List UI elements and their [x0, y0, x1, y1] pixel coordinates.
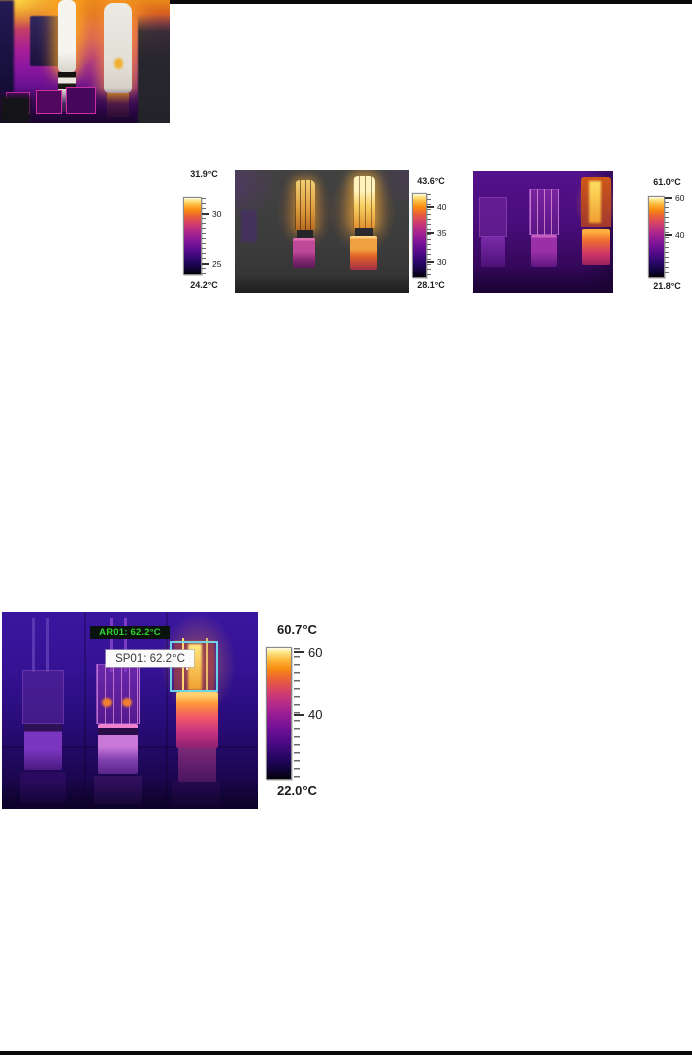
colorbar-1: 31.9°C 30 25 24.2°C — [179, 169, 229, 293]
tick-label: 60 — [308, 644, 323, 660]
lamp-cylinder — [582, 229, 610, 265]
scale-min-label: 24.2°C — [190, 280, 218, 290]
fixture-box — [36, 90, 62, 114]
tick-label: 35 — [437, 227, 447, 238]
fixture-box — [66, 87, 96, 114]
bulb-highlight — [295, 180, 315, 230]
lamp-cage — [479, 197, 507, 237]
fixture-silhouette — [241, 210, 257, 242]
colorbar-4: 60.7°C 60 40 22.0°C — [264, 622, 330, 800]
colorbar-3: 61.0°C 60 40 21.8°C — [643, 177, 691, 293]
bulb-highlight — [104, 3, 132, 93]
lamp-cylinder — [98, 724, 138, 774]
support-rod — [46, 618, 49, 672]
hot-spot — [122, 698, 132, 707]
lamp-cage — [22, 670, 64, 724]
scale-max-label: 61.0°C — [653, 177, 681, 187]
lamp-cage — [529, 189, 559, 235]
minor-ticks — [665, 197, 669, 277]
page-top-rule — [0, 0, 692, 4]
bulb-highlight — [58, 0, 76, 72]
thermal-image-1 — [0, 0, 170, 123]
scale-min-label: 21.8°C — [653, 281, 681, 291]
fixture-silhouette — [30, 16, 62, 66]
color-scale-gradient — [266, 647, 292, 780]
support-rod — [110, 618, 113, 672]
lamp-cylinder — [293, 238, 315, 268]
tick-label: 60 — [675, 193, 685, 204]
hot-spot — [102, 698, 112, 707]
thermal-image-4: AR01: 62.2°C SP01: 62.2°C — [2, 612, 258, 809]
tick-label: 30 — [437, 256, 447, 267]
color-scale-gradient — [183, 197, 202, 275]
lower-shadow-band — [235, 274, 409, 293]
area-temperature-badge: AR01: 62.2°C — [90, 626, 170, 639]
scale-max-label: 60.7°C — [277, 622, 317, 637]
dark-corner — [138, 14, 170, 123]
lamp-cylinder — [24, 724, 62, 770]
scale-max-label: 31.9°C — [190, 169, 218, 179]
scale-min-label: 28.1°C — [417, 280, 445, 290]
support-rod — [124, 618, 127, 672]
thermal-image-2 — [235, 170, 409, 293]
hot-spot — [114, 58, 123, 69]
tick-label: 40 — [437, 201, 447, 212]
lamp-cylinder — [481, 237, 505, 267]
tick-label: 30 — [212, 209, 222, 220]
tick-label: 40 — [308, 707, 323, 723]
bulb-socket — [297, 230, 313, 238]
hot-filament — [589, 181, 601, 223]
scale-max-label: 43.6°C — [417, 176, 445, 186]
colorbar-2: 43.6°C 40 35 30 28.1°C — [408, 176, 454, 292]
hot-filament — [206, 638, 208, 690]
lamp-cylinder — [176, 692, 218, 748]
lamp-cage — [96, 664, 140, 724]
minor-ticks — [427, 194, 431, 277]
lamp-cylinder — [350, 236, 377, 270]
lamp-cylinder-lower — [178, 748, 216, 782]
scale-min-label: 22.0°C — [277, 783, 317, 798]
color-scale-gradient — [412, 193, 427, 278]
thermal-image-3 — [473, 171, 613, 293]
minor-ticks — [202, 198, 206, 274]
bulb-socket — [355, 228, 373, 236]
color-scale-gradient — [648, 196, 665, 278]
lower-shadow-band — [2, 780, 258, 809]
bulb-highlight — [353, 176, 375, 228]
lower-shadow-band — [473, 267, 613, 293]
minor-ticks — [294, 648, 300, 779]
tick-label: 25 — [212, 259, 222, 270]
page-bottom-rule — [0, 1051, 692, 1055]
support-rod — [32, 618, 35, 672]
lamp-cylinder — [531, 235, 557, 267]
tick-label: 40 — [675, 230, 685, 241]
spot-temperature-badge: SP01: 62.2°C — [106, 650, 194, 667]
dark-corner — [0, 96, 30, 123]
